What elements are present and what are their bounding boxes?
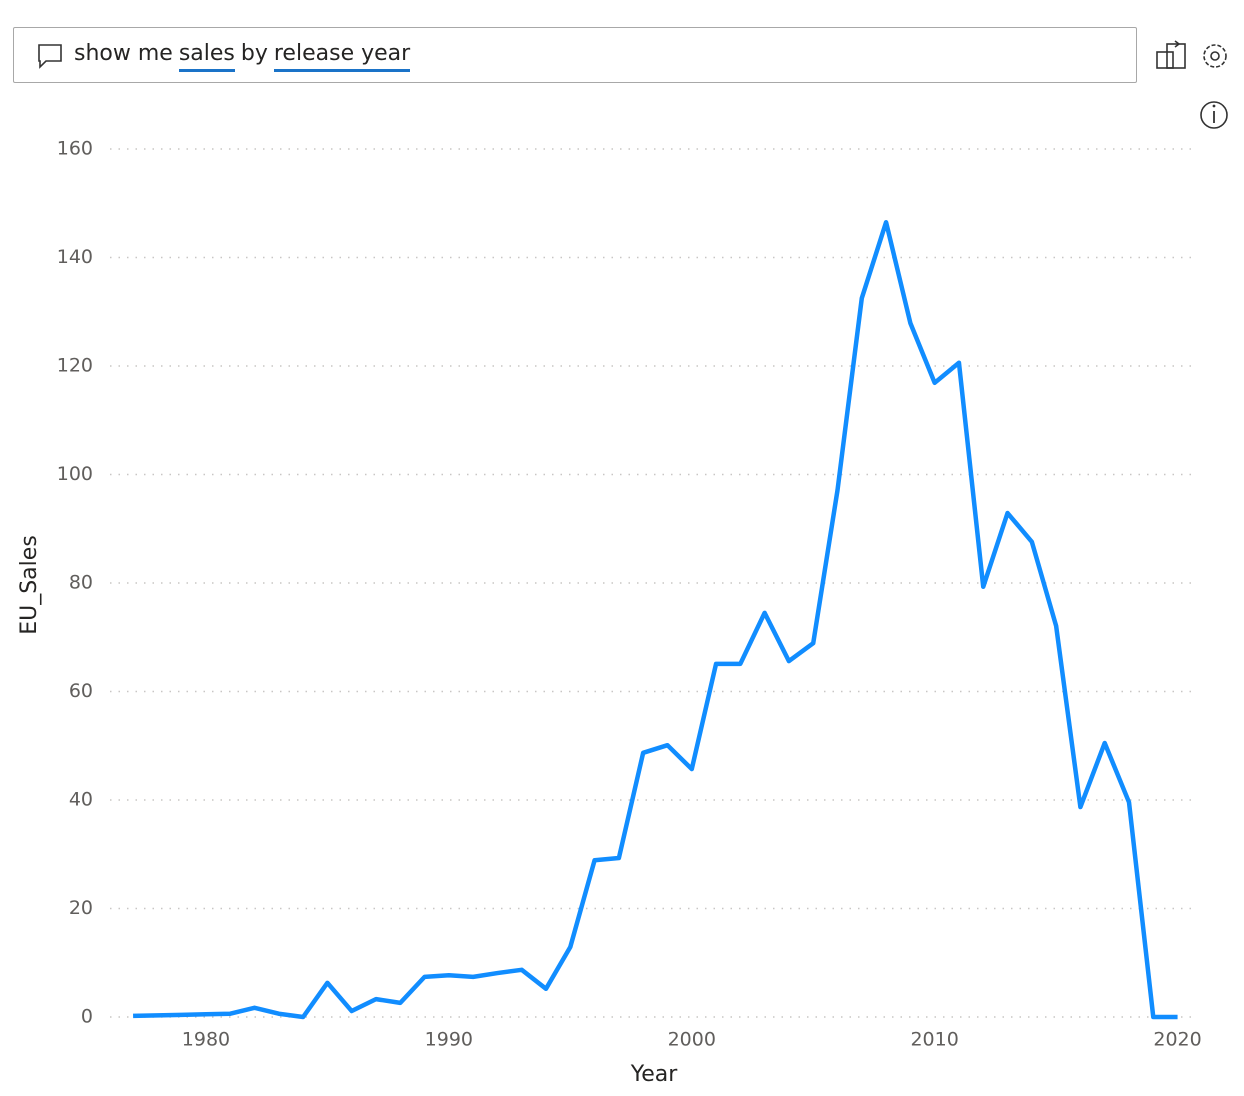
y-axis-title: EU_Sales	[17, 535, 42, 635]
y-tick-label: 160	[57, 138, 93, 160]
y-tick-label: 40	[69, 789, 93, 811]
y-tick-label: 100	[57, 463, 93, 485]
info-icon[interactable]	[1200, 101, 1228, 129]
x-tick-label: 2010	[910, 1029, 958, 1051]
settings-icon[interactable]	[1203, 44, 1227, 68]
query-text: show me sales by release year	[74, 41, 416, 72]
y-tick-label: 60	[69, 680, 93, 702]
data-line	[133, 219, 1178, 1020]
y-tick-label: 140	[57, 246, 93, 268]
query-word: release year	[273, 41, 411, 72]
y-tick-label: 0	[81, 1006, 93, 1028]
query-word: show me	[74, 41, 173, 66]
query-word: sales	[178, 41, 235, 72]
y-tick-label: 120	[57, 355, 93, 377]
y-tick-label: 20	[69, 897, 93, 919]
swap-icon[interactable]	[1156, 40, 1186, 69]
x-tick-label: 1980	[182, 1029, 230, 1051]
query-box[interactable]: show me sales by release year	[13, 27, 1137, 83]
x-axis-title: Year	[630, 1062, 679, 1087]
x-tick-label: 2020	[1153, 1029, 1201, 1051]
chat-icon	[38, 44, 62, 69]
x-tick-label: 2000	[668, 1029, 716, 1051]
query-word: by	[240, 41, 268, 66]
y-tick-label: 80	[69, 572, 93, 594]
x-tick-label: 1990	[425, 1029, 473, 1051]
